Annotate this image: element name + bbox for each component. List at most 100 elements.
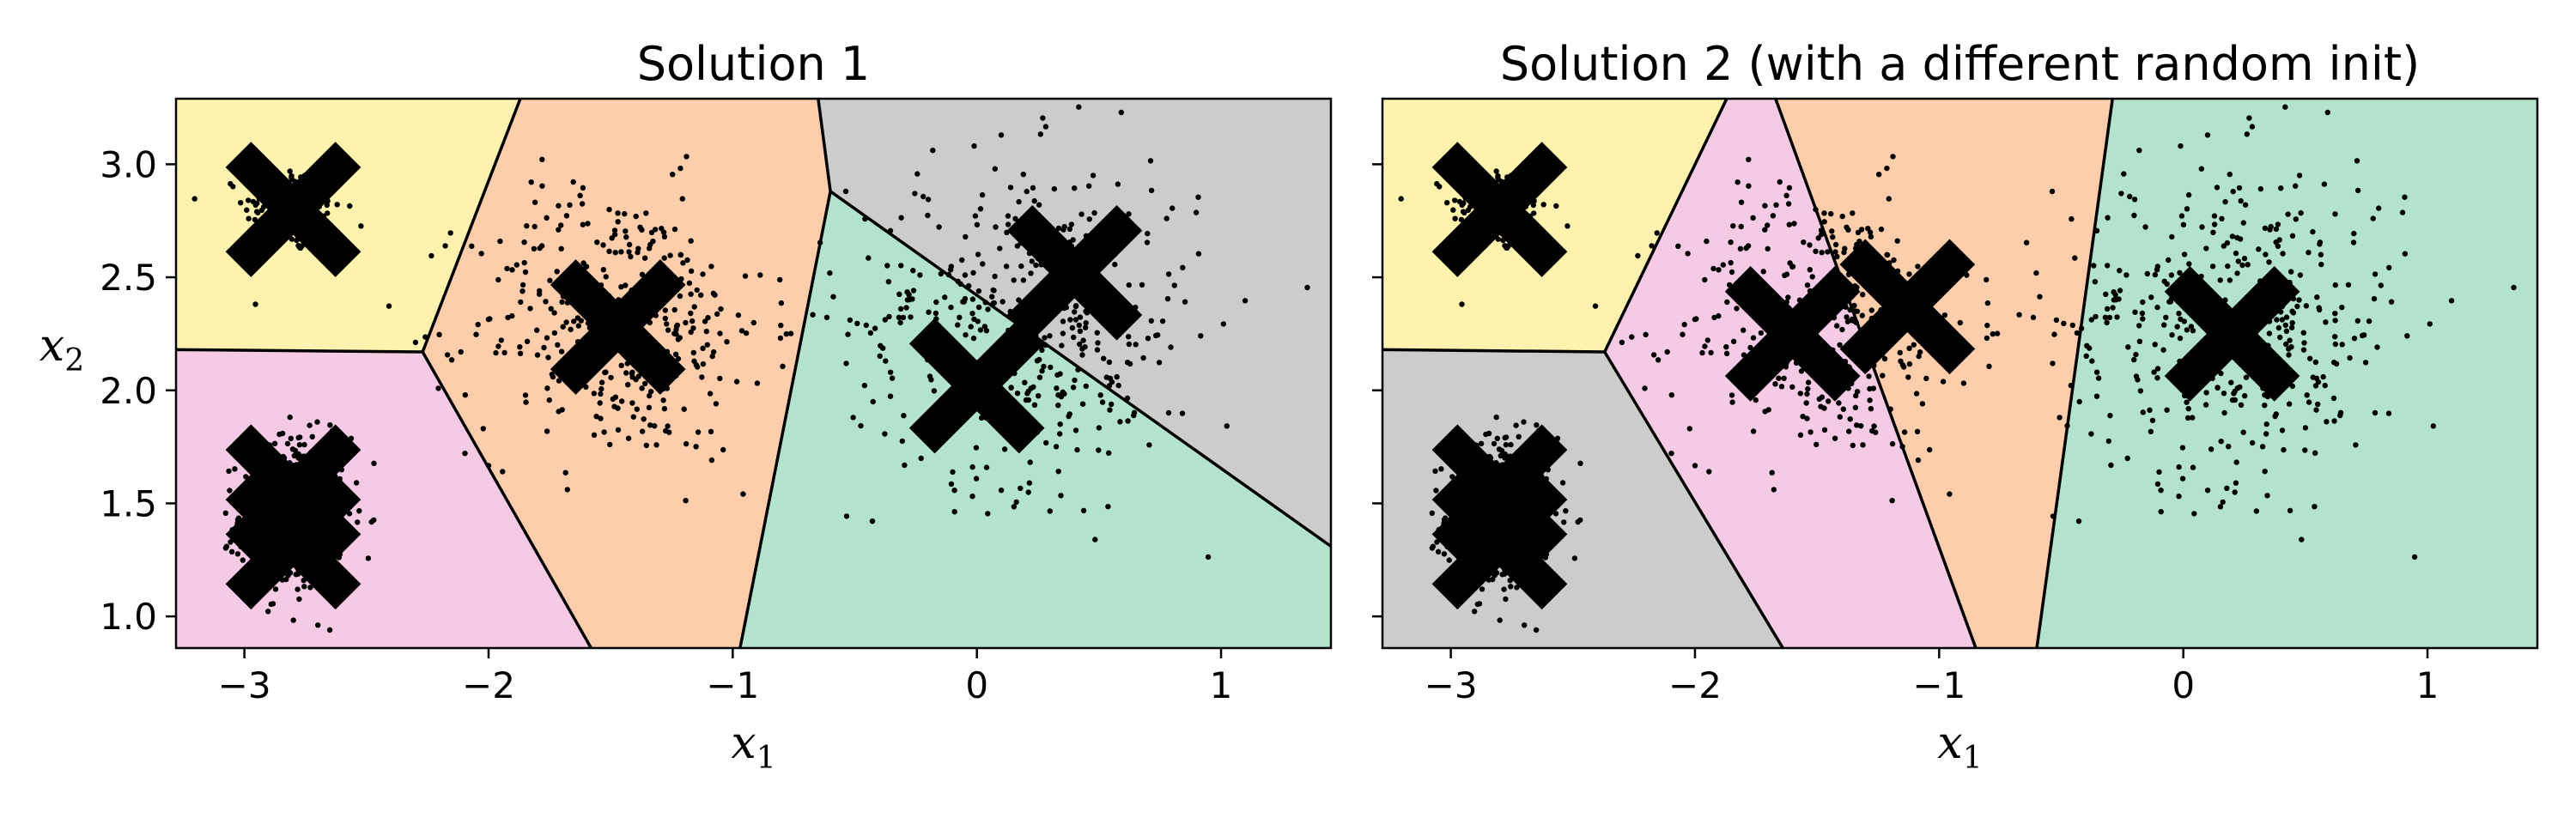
data-point bbox=[563, 213, 570, 219]
data-point bbox=[2051, 331, 2057, 337]
data-point bbox=[1165, 271, 1172, 277]
data-point bbox=[246, 197, 252, 203]
data-point bbox=[626, 241, 633, 248]
data-point bbox=[1821, 219, 1827, 225]
data-point bbox=[1105, 504, 1111, 510]
data-point bbox=[2259, 444, 2266, 450]
data-point bbox=[1706, 469, 1712, 475]
data-point bbox=[2235, 258, 2241, 264]
data-point bbox=[1080, 337, 1086, 343]
data-point bbox=[2296, 173, 2303, 179]
data-point bbox=[625, 435, 632, 441]
data-point bbox=[974, 221, 981, 227]
data-point bbox=[1760, 269, 1766, 275]
data-point bbox=[1025, 388, 1031, 395]
data-point bbox=[287, 168, 293, 174]
data-point bbox=[1165, 409, 1172, 416]
data-point bbox=[1242, 298, 1249, 304]
data-point bbox=[933, 299, 939, 306]
data-point bbox=[897, 306, 904, 312]
data-point bbox=[2214, 185, 2221, 191]
data-point bbox=[1494, 435, 1501, 441]
data-point bbox=[1868, 233, 1874, 239]
data-point bbox=[2184, 415, 2191, 421]
data-point bbox=[1785, 294, 1791, 300]
x-tick-label: −1 bbox=[706, 664, 759, 706]
data-point bbox=[680, 260, 686, 266]
data-point bbox=[1139, 282, 1145, 288]
data-point bbox=[1086, 216, 1093, 222]
data-point bbox=[1785, 201, 1792, 207]
data-point bbox=[2219, 215, 2225, 221]
data-point bbox=[2118, 191, 2124, 197]
data-point bbox=[2339, 342, 2345, 348]
data-point bbox=[1769, 470, 1775, 476]
data-point bbox=[2388, 299, 2395, 305]
data-point bbox=[1152, 332, 1159, 339]
data-point bbox=[810, 312, 816, 318]
data-point bbox=[2318, 261, 2324, 268]
data-point bbox=[2249, 124, 2256, 130]
data-point bbox=[1182, 299, 1188, 305]
data-point bbox=[1807, 267, 1813, 273]
data-point bbox=[1629, 334, 1635, 340]
data-point bbox=[1442, 515, 1449, 521]
data-point bbox=[1868, 406, 1874, 412]
data-point bbox=[504, 265, 510, 272]
data-point bbox=[681, 406, 687, 412]
data-point bbox=[2149, 417, 2156, 423]
data-point bbox=[1047, 508, 1054, 514]
data-point bbox=[1839, 213, 1845, 220]
data-point bbox=[665, 327, 671, 333]
data-point bbox=[646, 404, 653, 410]
data-point bbox=[2354, 318, 2360, 324]
data-point bbox=[1450, 207, 1456, 213]
data-point bbox=[1860, 442, 1866, 448]
data-point bbox=[1850, 442, 1856, 449]
data-point bbox=[556, 378, 562, 384]
data-point bbox=[2337, 412, 2343, 419]
data-point bbox=[1836, 400, 1842, 406]
data-point bbox=[1005, 213, 1012, 219]
data-point bbox=[2209, 264, 2216, 270]
data-point bbox=[2233, 250, 2239, 257]
data-point bbox=[531, 245, 538, 251]
data-point bbox=[2184, 327, 2190, 333]
data-point bbox=[593, 414, 599, 420]
data-point bbox=[1786, 185, 1793, 191]
data-point bbox=[1101, 355, 1107, 361]
x-axis-label: x1 bbox=[731, 718, 775, 776]
data-point bbox=[740, 491, 746, 497]
data-point bbox=[951, 509, 957, 515]
data-point bbox=[1777, 179, 1783, 185]
data-point bbox=[2204, 132, 2211, 138]
data-point bbox=[1787, 260, 1793, 266]
data-point bbox=[2312, 383, 2319, 389]
data-point bbox=[1728, 392, 1735, 398]
data-point bbox=[2180, 221, 2187, 227]
data-point bbox=[926, 309, 932, 315]
data-point bbox=[750, 319, 756, 326]
data-point bbox=[1894, 238, 1900, 244]
data-point bbox=[2227, 171, 2233, 178]
data-point bbox=[2404, 333, 2410, 339]
data-point bbox=[902, 462, 908, 469]
data-point bbox=[1492, 573, 1498, 579]
data-point bbox=[2262, 469, 2268, 475]
data-point bbox=[877, 353, 883, 359]
centroid-marker bbox=[225, 142, 361, 277]
data-point bbox=[2386, 264, 2392, 270]
data-point bbox=[1072, 309, 1078, 315]
data-point bbox=[2370, 215, 2376, 221]
data-point bbox=[2302, 447, 2308, 453]
data-point bbox=[679, 196, 685, 202]
data-point bbox=[2290, 310, 2297, 316]
data-point bbox=[623, 282, 629, 288]
data-point bbox=[1765, 222, 1771, 228]
data-point bbox=[718, 306, 724, 312]
data-point bbox=[1840, 406, 1846, 412]
data-point bbox=[447, 230, 453, 236]
data-point bbox=[1564, 223, 1571, 229]
data-point bbox=[910, 268, 916, 274]
data-point bbox=[641, 255, 648, 261]
